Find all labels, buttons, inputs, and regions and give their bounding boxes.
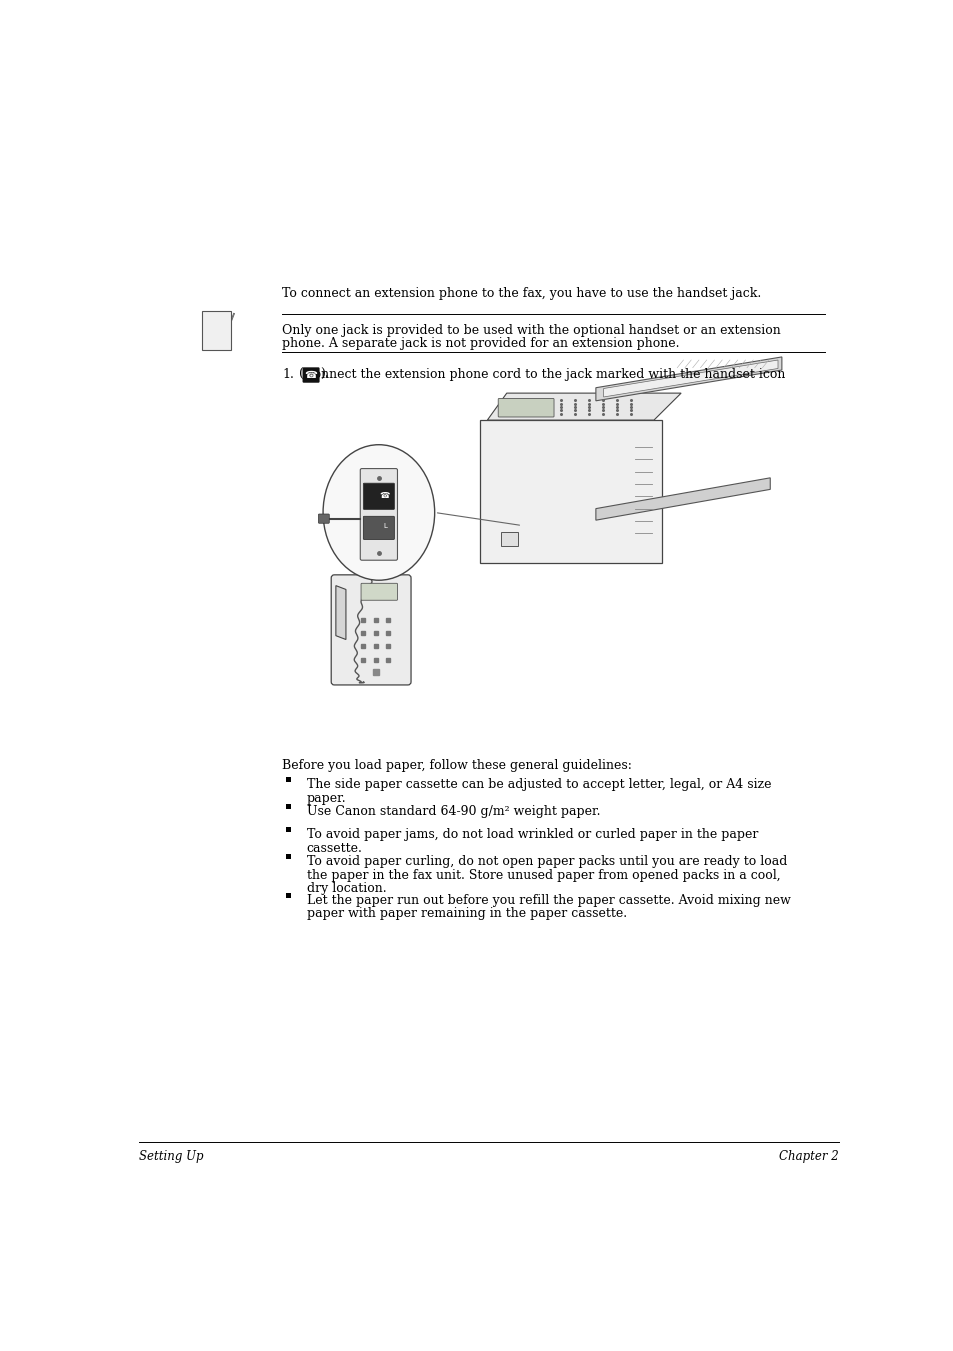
FancyBboxPatch shape — [202, 312, 231, 350]
FancyBboxPatch shape — [360, 584, 397, 600]
FancyBboxPatch shape — [479, 420, 661, 562]
Text: To avoid paper curling, do not open paper packs until you are ready to load: To avoid paper curling, do not open pape… — [307, 855, 786, 869]
Text: Use Canon standard 64-90 g/m² weight paper.: Use Canon standard 64-90 g/m² weight pap… — [307, 805, 599, 819]
Polygon shape — [335, 585, 346, 639]
Text: the paper in the fax unit. Store unused paper from opened packs in a cool,: the paper in the fax unit. Store unused … — [307, 869, 780, 882]
Text: Only one jack is provided to be used with the optional handset or an extension: Only one jack is provided to be used wit… — [282, 324, 780, 336]
Polygon shape — [596, 357, 781, 401]
Text: L: L — [383, 523, 387, 530]
FancyBboxPatch shape — [497, 399, 554, 417]
Bar — [286, 804, 291, 809]
Text: The side paper cassette can be adjusted to accept letter, legal, or A4 size: The side paper cassette can be adjusted … — [307, 778, 770, 792]
Text: paper with paper remaining in the paper cassette.: paper with paper remaining in the paper … — [307, 907, 626, 920]
Polygon shape — [596, 478, 769, 520]
FancyBboxPatch shape — [360, 469, 397, 561]
Bar — [286, 893, 291, 898]
Text: dry location.: dry location. — [307, 882, 386, 896]
Text: Let the paper run out before you refill the paper cassette. Avoid mixing new: Let the paper run out before you refill … — [307, 893, 790, 907]
Text: ☎: ☎ — [304, 370, 317, 380]
Text: Before you load paper, follow these general guidelines:: Before you load paper, follow these gene… — [282, 759, 631, 771]
Text: To connect an extension phone to the fax, you have to use the handset jack.: To connect an extension phone to the fax… — [282, 286, 760, 300]
FancyBboxPatch shape — [363, 484, 394, 509]
Text: ☎: ☎ — [379, 490, 390, 500]
FancyBboxPatch shape — [318, 513, 329, 523]
Text: phone. A separate jack is not provided for an extension phone.: phone. A separate jack is not provided f… — [282, 336, 679, 350]
Text: paper.: paper. — [307, 792, 346, 805]
Polygon shape — [603, 359, 778, 397]
Text: ).: ). — [319, 367, 329, 381]
Text: 1.: 1. — [282, 367, 294, 381]
FancyBboxPatch shape — [500, 532, 517, 546]
Text: cassette.: cassette. — [307, 842, 362, 855]
Ellipse shape — [323, 444, 435, 580]
Text: Chapter 2: Chapter 2 — [779, 1150, 839, 1163]
Bar — [286, 827, 291, 832]
Text: (: ( — [298, 367, 304, 381]
FancyBboxPatch shape — [363, 516, 394, 539]
Bar — [286, 854, 291, 859]
Text: Setting Up: Setting Up — [138, 1150, 203, 1163]
Bar — [286, 777, 291, 782]
Text: Connect the extension phone cord to the jack marked with the handset icon: Connect the extension phone cord to the … — [303, 367, 784, 381]
Polygon shape — [487, 393, 680, 420]
FancyBboxPatch shape — [302, 367, 319, 382]
Text: To avoid paper jams, do not load wrinkled or curled paper in the paper: To avoid paper jams, do not load wrinkle… — [307, 828, 758, 842]
FancyBboxPatch shape — [331, 574, 411, 685]
